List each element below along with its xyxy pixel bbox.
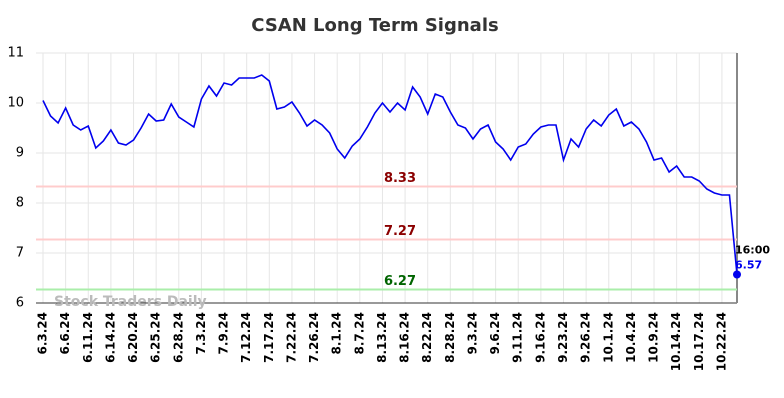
x-tick-label: 9.26.24 (579, 312, 593, 363)
x-tick-label: 7.12.24 (239, 312, 253, 363)
x-tick-label: 9.16.24 (533, 312, 547, 363)
x-tick-label: 8.1.24 (330, 312, 344, 355)
x-tick-label: 10.14.24 (669, 312, 683, 371)
x-tick-label: 10.4.24 (624, 312, 638, 363)
price-line (42, 74, 738, 275)
x-tick-label: 7.3.24 (194, 312, 208, 355)
x-tick-label: 10.1.24 (601, 312, 615, 363)
x-tick-label: 8.28.24 (443, 312, 457, 363)
x-tick-label: 6.25.24 (149, 312, 163, 363)
x-tick-label: 8.7.24 (352, 312, 366, 355)
x-tick-label: 7.9.24 (217, 312, 231, 355)
x-tick-label: 9.11.24 (511, 312, 525, 363)
x-tick-label: 10.17.24 (692, 312, 706, 371)
y-tick-label: 6 (16, 296, 24, 311)
x-tick-label: 9.6.24 (488, 312, 502, 355)
x-tick-label: 8.16.24 (398, 312, 412, 363)
x-tick-label: 6.28.24 (171, 312, 185, 363)
x-tick-label: 6.6.24 (58, 312, 72, 355)
last-value: 6.57 (735, 259, 762, 272)
last-point (733, 270, 741, 279)
x-tick-label: 7.22.24 (284, 312, 298, 363)
x-tick-label: 8.13.24 (375, 312, 389, 363)
x-tick-label: 7.26.24 (307, 312, 321, 363)
x-tick-label: 7.17.24 (262, 312, 276, 363)
y-tick-label: 9 (16, 146, 24, 161)
signal-label: 8.33 (384, 171, 416, 186)
chart-title: CSAN Long Term Signals (251, 15, 498, 36)
x-tick-label: 9.3.24 (465, 312, 479, 355)
watermark: Stock Traders Daily (54, 294, 207, 310)
x-tick-label: 6.3.24 (36, 312, 50, 355)
x-tick-label: 6.11.24 (81, 312, 95, 363)
x-tick-label: 10.22.24 (714, 312, 728, 371)
y-tick-label: 11 (7, 46, 24, 61)
y-tick-label: 10 (7, 96, 24, 111)
x-tick-label: 6.14.24 (103, 312, 117, 363)
x-tick-label: 9.23.24 (556, 312, 570, 363)
y-tick-label: 8 (16, 196, 24, 211)
x-tick-label: 6.20.24 (126, 312, 140, 363)
y-tick-label: 7 (16, 246, 24, 261)
signal-label: 7.27 (384, 224, 416, 239)
signal-label: 6.27 (384, 274, 416, 289)
last-time: 16:00 (735, 244, 770, 257)
x-tick-label: 8.22.24 (420, 312, 434, 363)
x-tick-label: 10.9.24 (647, 312, 661, 363)
